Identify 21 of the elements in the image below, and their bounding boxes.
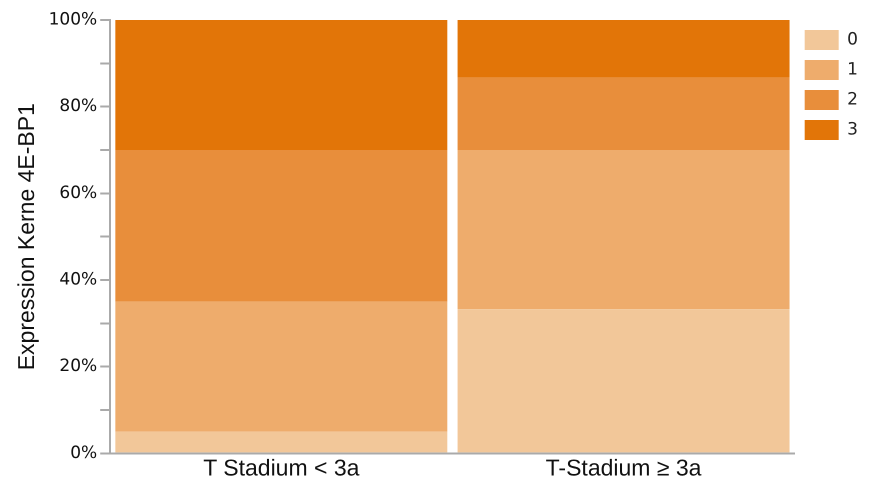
y-tick-label: 0% <box>70 442 98 463</box>
y-tick-label: 20% <box>59 356 98 376</box>
bar <box>458 309 790 452</box>
legend-label: 2 <box>847 89 858 110</box>
legend-label: 0 <box>847 29 858 50</box>
bar <box>458 78 790 150</box>
bar <box>115 302 448 432</box>
y-tick-label: 40% <box>59 269 98 290</box>
y-tick-label: 60% <box>59 182 98 203</box>
x-tick-label: T-Stadium ≥ 3a <box>546 454 702 481</box>
y-tick-label: 100% <box>48 9 98 30</box>
bar <box>115 150 448 302</box>
legend-label: 3 <box>847 119 858 140</box>
bar <box>115 20 448 150</box>
x-tick-label: T Stadium < 3a <box>203 454 360 481</box>
y-tick-label: 80% <box>59 96 98 116</box>
bar <box>115 432 448 452</box>
legend-label: 1 <box>847 59 858 80</box>
bar <box>458 20 790 78</box>
bar <box>458 150 790 310</box>
y-axis-title: Expression Kerne 4E-BP1 <box>13 103 40 370</box>
